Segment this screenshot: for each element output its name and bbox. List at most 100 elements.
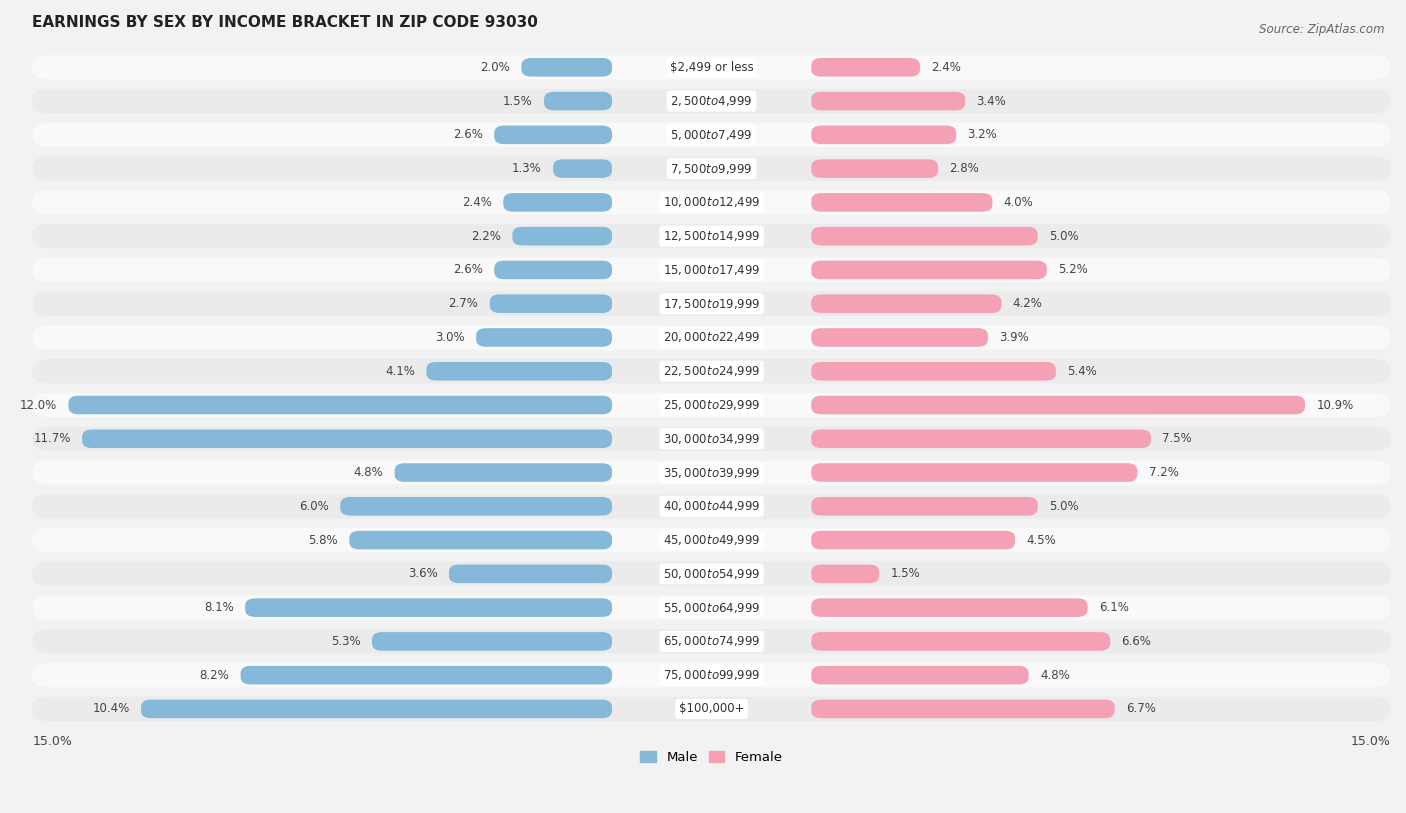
Text: $10,000 to $12,499: $10,000 to $12,499 — [662, 195, 761, 210]
FancyBboxPatch shape — [811, 328, 988, 347]
Text: 3.4%: 3.4% — [977, 94, 1007, 107]
FancyBboxPatch shape — [544, 92, 612, 111]
FancyBboxPatch shape — [32, 528, 1391, 552]
FancyBboxPatch shape — [32, 393, 1391, 417]
FancyBboxPatch shape — [32, 258, 1391, 282]
FancyBboxPatch shape — [553, 159, 612, 178]
Text: Source: ZipAtlas.com: Source: ZipAtlas.com — [1260, 23, 1385, 36]
FancyBboxPatch shape — [32, 697, 1391, 721]
FancyBboxPatch shape — [32, 359, 1391, 384]
Text: 4.2%: 4.2% — [1012, 298, 1043, 311]
FancyBboxPatch shape — [522, 58, 612, 76]
FancyBboxPatch shape — [811, 700, 1115, 718]
FancyBboxPatch shape — [32, 123, 1391, 147]
Text: $30,000 to $34,999: $30,000 to $34,999 — [662, 432, 761, 446]
FancyBboxPatch shape — [141, 700, 612, 718]
FancyBboxPatch shape — [811, 666, 1029, 685]
FancyBboxPatch shape — [69, 396, 612, 415]
Text: $22,500 to $24,999: $22,500 to $24,999 — [662, 364, 761, 378]
FancyBboxPatch shape — [349, 531, 612, 550]
FancyBboxPatch shape — [32, 190, 1391, 215]
Text: 6.1%: 6.1% — [1099, 601, 1129, 614]
Text: 4.1%: 4.1% — [385, 365, 415, 378]
Text: 10.4%: 10.4% — [93, 702, 129, 715]
FancyBboxPatch shape — [811, 463, 1137, 482]
Text: 8.1%: 8.1% — [204, 601, 233, 614]
FancyBboxPatch shape — [811, 58, 920, 76]
Text: 2.7%: 2.7% — [449, 298, 478, 311]
Text: 5.3%: 5.3% — [330, 635, 360, 648]
Text: 2.8%: 2.8% — [949, 162, 979, 175]
Text: 4.8%: 4.8% — [353, 466, 384, 479]
Text: 5.2%: 5.2% — [1059, 263, 1088, 276]
FancyBboxPatch shape — [32, 325, 1391, 350]
FancyBboxPatch shape — [426, 362, 612, 380]
FancyBboxPatch shape — [395, 463, 612, 482]
Text: 6.0%: 6.0% — [299, 500, 329, 513]
Text: 1.3%: 1.3% — [512, 162, 541, 175]
FancyBboxPatch shape — [32, 156, 1391, 180]
Text: 5.0%: 5.0% — [1049, 500, 1078, 513]
Text: $17,500 to $19,999: $17,500 to $19,999 — [662, 297, 761, 311]
FancyBboxPatch shape — [32, 55, 1391, 80]
Text: 6.6%: 6.6% — [1122, 635, 1152, 648]
Text: 10.9%: 10.9% — [1316, 398, 1354, 411]
Text: $20,000 to $22,499: $20,000 to $22,499 — [662, 330, 761, 345]
Text: 1.5%: 1.5% — [503, 94, 533, 107]
Text: 1.5%: 1.5% — [890, 567, 921, 580]
FancyBboxPatch shape — [811, 92, 966, 111]
FancyBboxPatch shape — [811, 362, 1056, 380]
Text: 4.8%: 4.8% — [1040, 668, 1070, 681]
FancyBboxPatch shape — [811, 531, 1015, 550]
FancyBboxPatch shape — [811, 125, 956, 144]
Text: $25,000 to $29,999: $25,000 to $29,999 — [664, 398, 761, 412]
FancyBboxPatch shape — [811, 227, 1038, 246]
FancyBboxPatch shape — [32, 595, 1391, 620]
Text: $35,000 to $39,999: $35,000 to $39,999 — [662, 466, 761, 480]
FancyBboxPatch shape — [32, 224, 1391, 248]
FancyBboxPatch shape — [477, 328, 612, 347]
FancyBboxPatch shape — [32, 292, 1391, 316]
Text: 3.2%: 3.2% — [967, 128, 997, 141]
FancyBboxPatch shape — [245, 598, 612, 617]
FancyBboxPatch shape — [811, 294, 1001, 313]
Text: 5.0%: 5.0% — [1049, 229, 1078, 242]
FancyBboxPatch shape — [811, 598, 1088, 617]
FancyBboxPatch shape — [340, 497, 612, 515]
FancyBboxPatch shape — [32, 562, 1391, 586]
FancyBboxPatch shape — [489, 294, 612, 313]
FancyBboxPatch shape — [503, 193, 612, 211]
Text: 15.0%: 15.0% — [32, 735, 72, 748]
Legend: Male, Female: Male, Female — [636, 746, 789, 769]
FancyBboxPatch shape — [32, 89, 1391, 113]
Text: $75,000 to $99,999: $75,000 to $99,999 — [662, 668, 761, 682]
Text: $2,500 to $4,999: $2,500 to $4,999 — [671, 94, 752, 108]
FancyBboxPatch shape — [449, 564, 612, 583]
FancyBboxPatch shape — [32, 629, 1391, 654]
FancyBboxPatch shape — [512, 227, 612, 246]
Text: 2.6%: 2.6% — [453, 263, 482, 276]
FancyBboxPatch shape — [811, 497, 1038, 515]
Text: 2.0%: 2.0% — [481, 61, 510, 74]
FancyBboxPatch shape — [811, 261, 1047, 279]
Text: $50,000 to $54,999: $50,000 to $54,999 — [662, 567, 761, 580]
Text: 11.7%: 11.7% — [34, 433, 70, 446]
Text: 8.2%: 8.2% — [200, 668, 229, 681]
Text: 4.0%: 4.0% — [1004, 196, 1033, 209]
Text: EARNINGS BY SEX BY INCOME BRACKET IN ZIP CODE 93030: EARNINGS BY SEX BY INCOME BRACKET IN ZIP… — [32, 15, 538, 30]
Text: $7,500 to $9,999: $7,500 to $9,999 — [671, 162, 752, 176]
Text: 2.2%: 2.2% — [471, 229, 501, 242]
FancyBboxPatch shape — [811, 633, 1111, 650]
Text: 2.4%: 2.4% — [463, 196, 492, 209]
Text: 4.5%: 4.5% — [1026, 533, 1056, 546]
FancyBboxPatch shape — [811, 396, 1305, 415]
Text: $65,000 to $74,999: $65,000 to $74,999 — [662, 634, 761, 649]
Text: $40,000 to $44,999: $40,000 to $44,999 — [662, 499, 761, 513]
Text: 7.5%: 7.5% — [1163, 433, 1192, 446]
Text: 2.4%: 2.4% — [931, 61, 962, 74]
Text: $5,000 to $7,499: $5,000 to $7,499 — [671, 128, 752, 141]
FancyBboxPatch shape — [82, 429, 612, 448]
Text: 5.8%: 5.8% — [308, 533, 337, 546]
Text: 15.0%: 15.0% — [1351, 735, 1391, 748]
Text: 3.6%: 3.6% — [408, 567, 437, 580]
